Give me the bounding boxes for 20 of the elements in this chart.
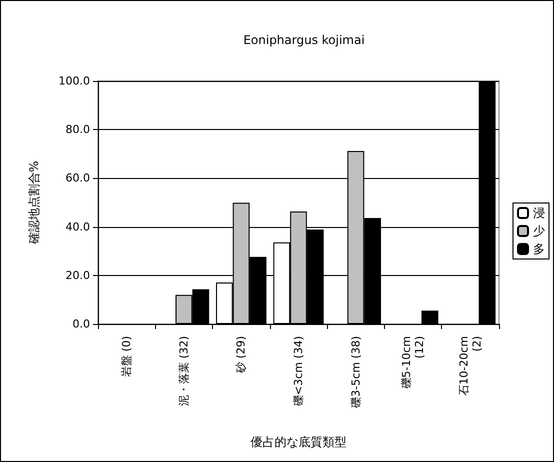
x-axis-title: 優占的な底質類型 bbox=[250, 435, 346, 449]
legend-label: 多 bbox=[533, 242, 545, 256]
y-tick-label: 20.0 bbox=[66, 268, 90, 282]
legend-label: 浸 bbox=[533, 206, 545, 220]
x-tick-label: 礫3-5cm (38) bbox=[349, 336, 362, 409]
legend-label: 少 bbox=[533, 224, 545, 238]
x-tick-label: 砂 (29) bbox=[234, 336, 248, 374]
bar bbox=[421, 310, 438, 324]
y-tick-label: 100.0 bbox=[58, 74, 90, 88]
y-tick-label: 0.0 bbox=[72, 318, 90, 330]
x-tick-label: 礫5-10cm (12) bbox=[400, 336, 426, 390]
y-tick-label: 40.0 bbox=[66, 220, 90, 234]
y-tick-label: 60.0 bbox=[66, 172, 90, 185]
y-tick-label: 80.0 bbox=[66, 123, 90, 136]
x-tick-label: 石10-20cm (2) bbox=[457, 336, 484, 396]
chart-title: Eoniphargus kojimai bbox=[243, 33, 365, 47]
x-tick-label: 礫<3cm (34) bbox=[292, 336, 305, 408]
x-tick-label: 泥・落葉 (32) bbox=[177, 336, 190, 406]
x-tick-label: 岩盤 (0) bbox=[120, 336, 134, 378]
y-axis-title: 確認地点割合% bbox=[27, 160, 41, 246]
